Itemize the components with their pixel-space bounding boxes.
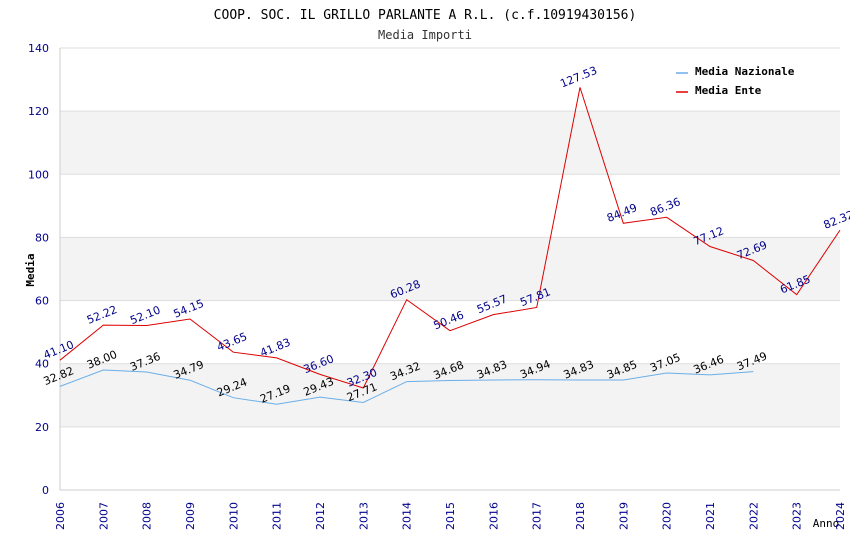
series-lines [59, 87, 841, 405]
x-tick-label: 2009 [184, 502, 197, 530]
y-tick-label: 20 [35, 421, 49, 434]
data-label: 41.83 [258, 336, 292, 360]
data-label: 127.53 [558, 64, 599, 90]
x-tick-label: 2007 [97, 502, 110, 530]
x-tick-label: 2018 [574, 502, 587, 530]
x-tick-label: 2017 [531, 502, 544, 530]
x-tick-labels: 2006 2007 2008 2009 2010 2011 2012 2013 2014 2015… [54, 502, 847, 530]
data-label: 41.10 [42, 338, 76, 362]
background-band [60, 111, 840, 175]
y-axis-label: Media [24, 253, 37, 286]
x-tick-label: 2014 [401, 502, 414, 530]
legend: Media Nazionale Media Ente [676, 65, 795, 97]
data-label: 82.32 [822, 208, 850, 232]
x-axis-label: Anno [813, 517, 840, 530]
x-tick-label: 2010 [227, 502, 240, 530]
series-line-media-ente [59, 87, 841, 389]
data-label: 52.22 [85, 303, 119, 327]
x-tick-label: 2016 [487, 502, 500, 530]
legend-label-media-nazionale: Media Nazionale [695, 65, 795, 78]
background-band [60, 237, 840, 301]
y-tick-label: 100 [28, 168, 49, 181]
chart-subtitle: Media Importi [378, 28, 472, 42]
y-tick-label: 80 [35, 231, 49, 244]
y-tick-label: 140 [28, 42, 49, 55]
y-tick-label: 40 [35, 358, 49, 371]
y-tick-label: 0 [42, 484, 49, 497]
background-bands [60, 111, 840, 427]
y-tick-label: 120 [28, 105, 49, 118]
background-band [60, 363, 840, 427]
data-label: 43.65 [215, 330, 249, 354]
x-tick-label: 2024 [834, 502, 847, 530]
x-tick-label: 2022 [747, 502, 760, 530]
x-tick-label: 2012 [314, 502, 327, 530]
x-tick-label: 2021 [704, 502, 717, 530]
y-tick-label: 60 [35, 295, 49, 308]
chart-title: COOP. SOC. IL GRILLO PARLANTE A R.L. (c.… [214, 8, 637, 23]
x-tick-label: 2023 [791, 502, 804, 530]
x-tick-label: 2011 [271, 502, 284, 530]
x-tick-label: 2020 [661, 502, 674, 530]
x-tick-label: 2013 [357, 502, 370, 530]
legend-label-media-ente: Media Ente [695, 84, 762, 97]
series-line-media-nazionale [59, 369, 754, 405]
data-label: 86.36 [648, 195, 682, 219]
x-tick-label: 2008 [141, 502, 154, 530]
x-tick-label: 2006 [54, 502, 67, 530]
x-tick-label: 2019 [617, 502, 630, 530]
data-label: 50.46 [432, 309, 466, 333]
x-tick-label: 2015 [444, 502, 457, 530]
y-tick-labels: 0 20 40 60 80 100 120 140 [28, 42, 49, 497]
